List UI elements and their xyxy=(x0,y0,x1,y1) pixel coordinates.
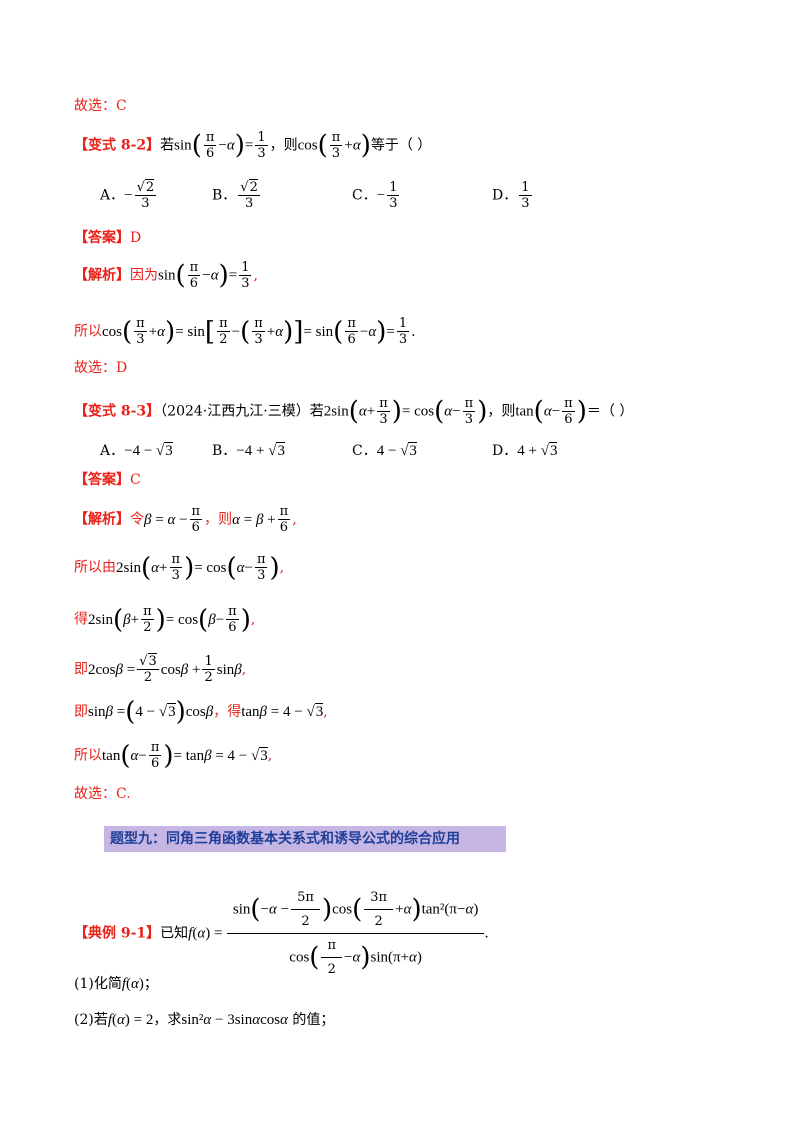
analysis-line-2: 所以cos(π 3 +α)= sin[π 2 −(π 3 +α)]= sin(π 6 −α)= 1… xyxy=(74,316,416,347)
option-a[interactable]: A．−4 − √3 xyxy=(100,442,173,459)
analysis-line-4: 所以由2sin(α+ π 3)= cos(α− π 3), xyxy=(74,552,285,583)
analysis-line-3: 【解析】令β = α − π 6 ，则α = β + π 6, xyxy=(74,504,297,535)
variant-8-3: 【变式 8-3】（2024·江西九江·三模）若2sin(α+ π 3)= cos(α… xyxy=(74,396,634,427)
variant-8-2: 【变式 8-2】若sin(π 6 −α)= 1 3 ，则cos(π 3 +α)等于（ ） xyxy=(74,130,432,161)
analysis-line-1: 【解析】因为sin(π 6 −α)= 1 3, xyxy=(74,260,258,291)
option-c[interactable]: C．− 1 3 xyxy=(352,180,400,211)
analysis-line-7: 即sinβ =(4 − √3)cosβ，得tanβ = 4 − √3, xyxy=(74,697,328,727)
option-a[interactable]: A．− √2 3 xyxy=(100,179,157,211)
option-c[interactable]: C．4 − √3 xyxy=(352,442,417,459)
answer-line: 【答案】C xyxy=(74,472,141,488)
answer-choice-c: 故选：C xyxy=(74,98,127,114)
option-d[interactable]: D． 1 3 xyxy=(492,180,532,211)
example-9-1: 【典例 9-1】已知f(α) = sin(−α −5π 2)cos(3π 2 +α)t… xyxy=(74,890,489,977)
question-1: (1)化简f(α)； xyxy=(74,976,158,992)
analysis-line-6: 即2cosβ = √3 2 cosβ +1 2 sinβ, xyxy=(74,653,247,685)
analysis-line-5: 得2sin(β+ π 2)= cos(β− π 6), xyxy=(74,604,256,635)
section-heading: 题型九：同角三角函数基本关系式和诱导公式的综合应用 xyxy=(104,826,506,852)
option-b[interactable]: B． √2 3 xyxy=(212,179,260,211)
answer-choice-d: 故选：D xyxy=(74,360,128,376)
answer-line: 【答案】D xyxy=(74,230,142,246)
analysis-line-8: 所以tan(α− π 6)= tanβ = 4 − √3, xyxy=(74,740,273,771)
option-b[interactable]: B．−4 + √3 xyxy=(212,442,285,459)
variant-tag: 【变式 8-2】 xyxy=(74,137,161,154)
option-d[interactable]: D．4 + √3 xyxy=(492,442,558,459)
question-2: (2)若f(α) = 2，求sin²α − 3sinαcosα 的值； xyxy=(74,1012,335,1028)
answer-choice-c-final: 故选：C. xyxy=(74,786,131,802)
fraction-expression: sin(−α −5π 2)cos(3π 2 +α)tan²(π−α) cos(π 2 −α… xyxy=(226,890,485,977)
